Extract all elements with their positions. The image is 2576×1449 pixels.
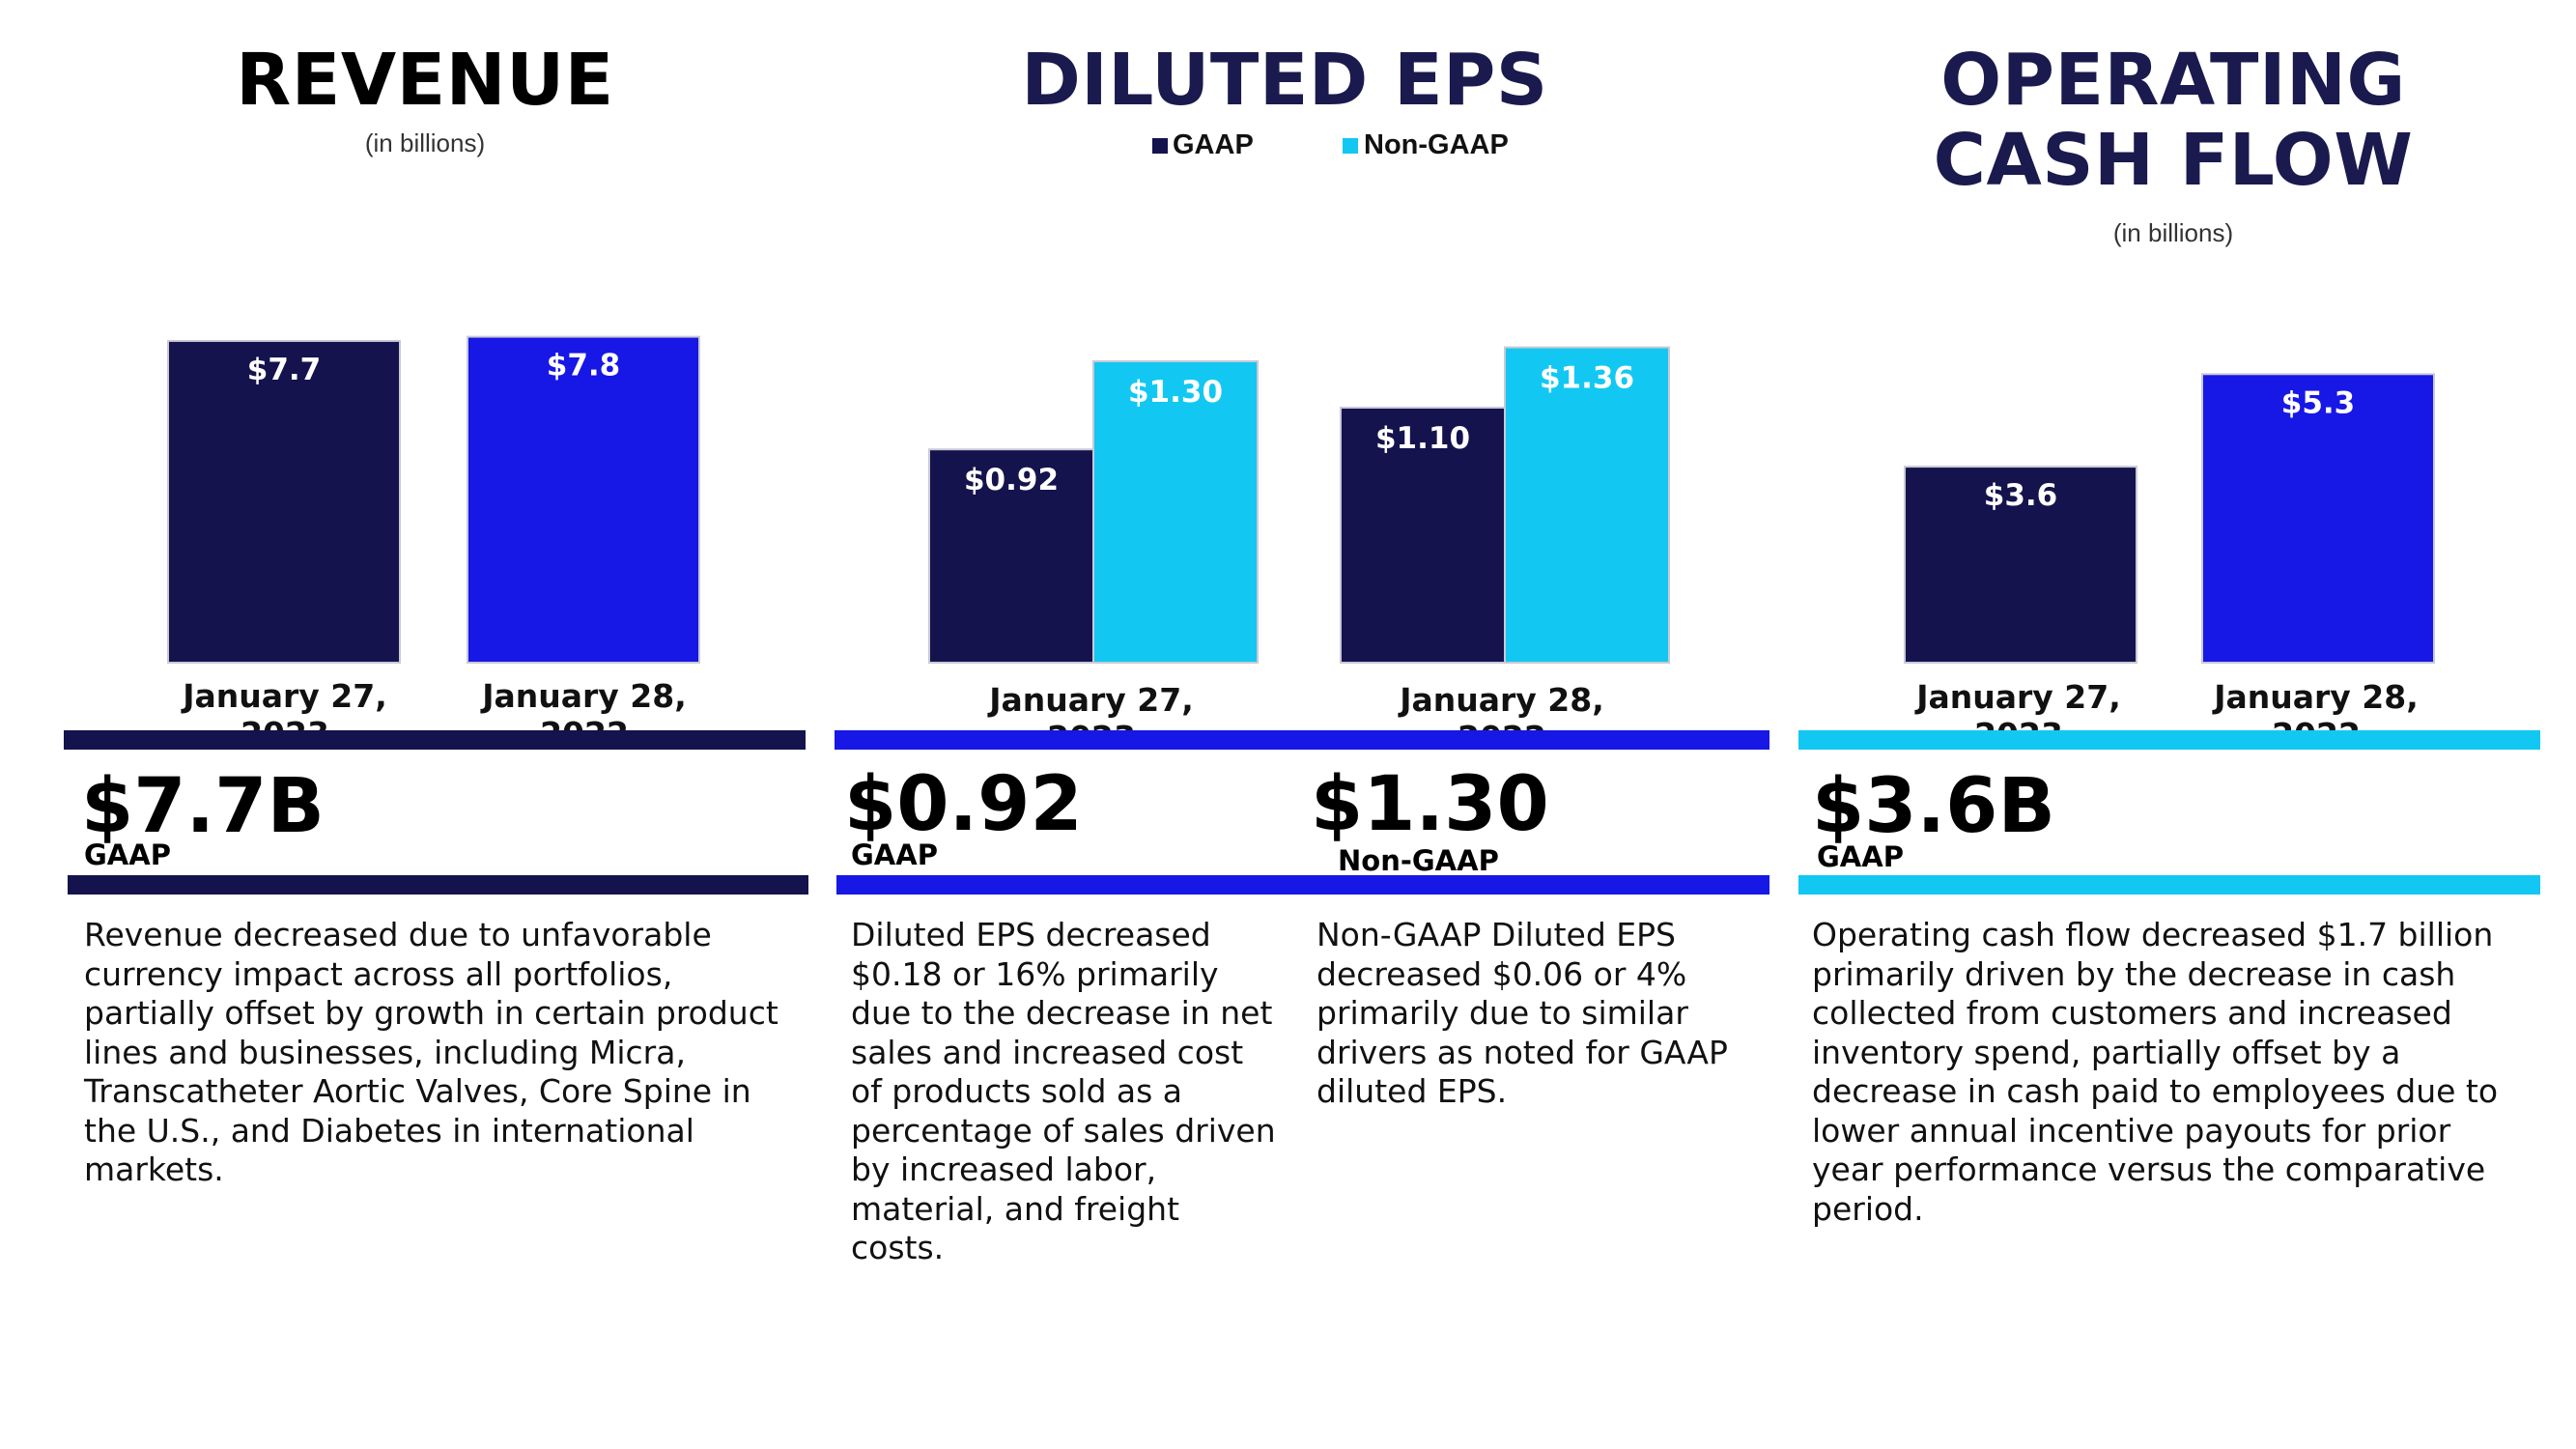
eps-bar-label-non-gaap-0: $1.30 <box>1128 375 1223 410</box>
ocf-bar-0 <box>1904 466 2137 664</box>
eps-bar-non-gaap-0 <box>1092 360 1259 664</box>
eps-big-gaap: $0.92 <box>844 761 1083 848</box>
legend-nongaap-swatch <box>1343 138 1358 154</box>
revenue-bar-0 <box>167 339 401 664</box>
revenue-title: REVENUE <box>236 39 614 122</box>
eps-bar-label-non-gaap-1: $1.36 <box>1540 361 1634 396</box>
revenue-description: Revenue decreased due to unfavorable cur… <box>84 916 778 1188</box>
ocf-title-line1: OPERATING <box>1940 39 2406 122</box>
legend-nongaap-label: Non-GAAP <box>1364 129 1509 160</box>
ocf-bar-label-0: $3.6 <box>1984 478 2058 513</box>
eps-top-rule <box>835 730 1769 750</box>
eps-bar-label-gaap-0: $0.92 <box>964 463 1059 497</box>
revenue-big-value: $7.7B <box>81 763 325 850</box>
eps-bottom-rule <box>836 875 1769 895</box>
revenue-bottom-rule <box>68 875 808 895</box>
revenue-big-tag: GAAP <box>84 838 171 871</box>
eps-nongaap-description: Non-GAAP Diluted EPS decreased $0.06 or … <box>1316 916 1728 1110</box>
ocf-bar-1 <box>2201 373 2435 664</box>
ocf-title-line2: CASH FLOW <box>1933 118 2414 202</box>
eps-big-gaap-tag: GAAP <box>851 838 938 871</box>
revenue-bar-label-1: $7.8 <box>547 349 621 384</box>
eps-bar-non-gaap-1 <box>1504 346 1670 664</box>
legend-gaap-swatch <box>1152 138 1168 154</box>
revenue-bar-label-0: $7.7 <box>247 353 322 387</box>
ocf-description: Operating cash flow decreased $1.7 billi… <box>1812 916 2499 1228</box>
revenue-subtitle: (in billions) <box>364 128 486 157</box>
revenue-top-rule <box>64 730 806 750</box>
revenue-chart: $7.7 $7.8 $0.92 $1.10 $1.30 $1.36 $3.6 $5.3 <box>167 335 2435 665</box>
ocf-subtitle: (in billions) <box>2112 218 2234 247</box>
ocf-bar-label-1: $5.3 <box>2281 385 2356 420</box>
ocf-big-value: $3.6B <box>1812 763 2055 850</box>
ocf-big-tag: GAAP <box>1817 840 1904 873</box>
legend-gaap-label: GAAP <box>1173 129 1254 160</box>
revenue-bar-1 <box>467 335 700 664</box>
ocf-title: OPERATING CASH FLOW <box>1864 41 2482 201</box>
eps-big-nongaap: $1.30 <box>1311 761 1549 848</box>
eps-bar-gaap-1 <box>1340 407 1506 664</box>
eps-title: DILUTED EPS <box>1021 39 1548 122</box>
ocf-bottom-rule <box>1798 875 2540 895</box>
eps-gaap-description: Diluted EPS decreased $0.18 or 16% prima… <box>851 916 1276 1266</box>
eps-bar-label-gaap-1: $1.10 <box>1375 421 1470 456</box>
eps-bar-gaap-0 <box>928 448 1094 665</box>
ocf-top-rule <box>1798 730 2540 750</box>
eps-big-nongaap-tag: Non-GAAP <box>1338 844 1499 877</box>
